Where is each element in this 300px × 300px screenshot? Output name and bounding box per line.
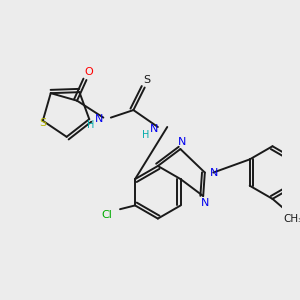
Text: S: S <box>39 118 46 128</box>
Text: N: N <box>150 124 158 134</box>
Text: H: H <box>142 130 149 140</box>
Text: N: N <box>201 198 209 208</box>
Text: S: S <box>143 75 150 85</box>
Text: N: N <box>210 168 218 178</box>
Text: N: N <box>178 137 187 148</box>
Text: CH₃: CH₃ <box>284 214 300 224</box>
Text: N: N <box>94 115 103 124</box>
Text: O: O <box>84 68 93 77</box>
Text: Cl: Cl <box>101 210 112 220</box>
Text: H: H <box>86 120 94 130</box>
